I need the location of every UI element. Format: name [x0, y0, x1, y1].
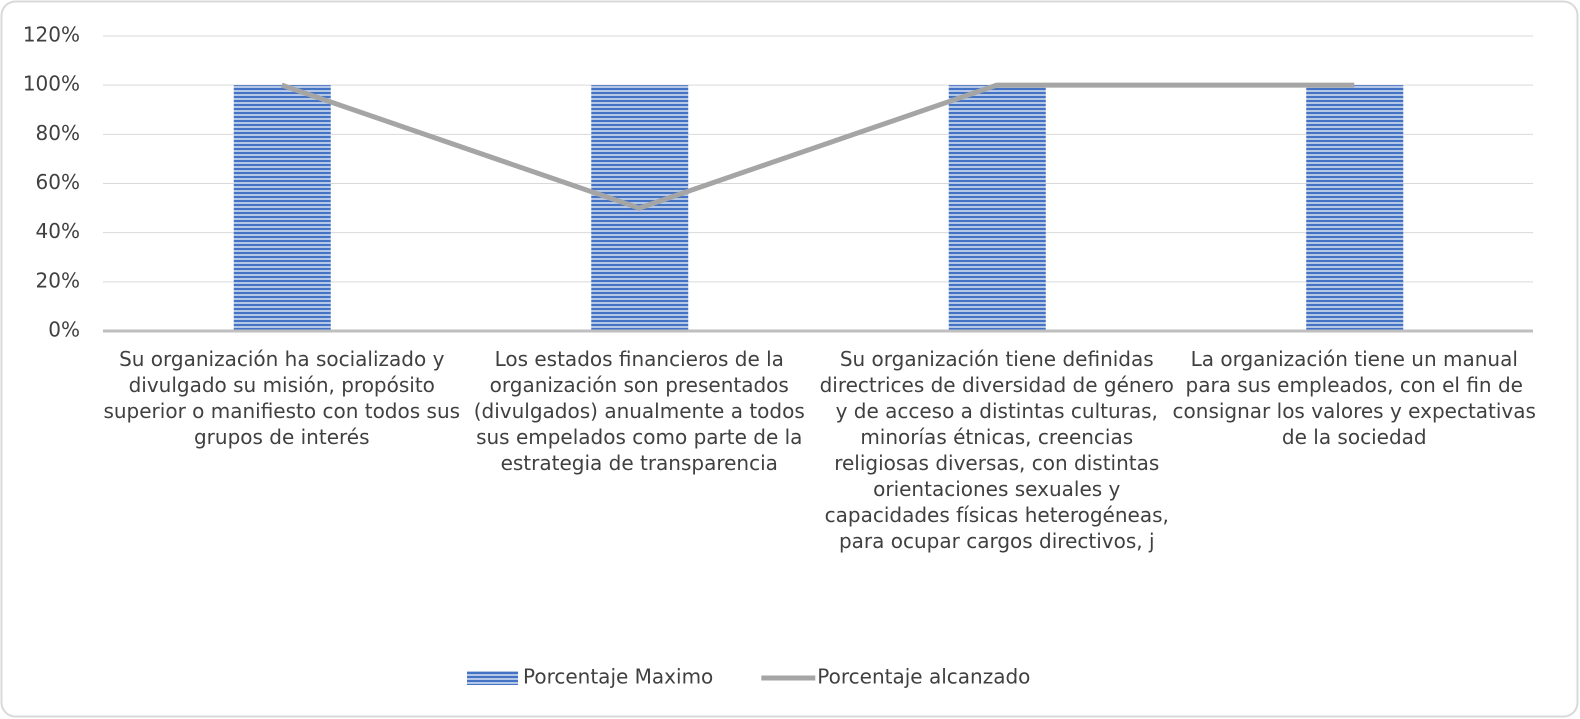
- y-tick-label: 120%: [23, 23, 80, 47]
- y-tick-label: 60%: [36, 170, 80, 194]
- y-tick-label: 100%: [23, 72, 80, 96]
- y-tick-label: 20%: [36, 268, 80, 292]
- x-tick-label: Su organización ha socializado y divulga…: [103, 347, 461, 449]
- bar: [1306, 85, 1404, 332]
- x-tick-label: Los estados financieros de la organizaci…: [473, 347, 805, 475]
- x-tick-label: Su organización tiene definidas directri…: [819, 347, 1174, 553]
- x-tick-label: La organización tiene un manual para sus…: [1172, 347, 1536, 449]
- legend-label: Porcentaje alcanzado: [817, 665, 1030, 689]
- line: [280, 82, 1355, 211]
- y-tick-label: 80%: [36, 121, 80, 145]
- legend-label: Porcentaje Maximo: [523, 665, 713, 689]
- y-tick-label: 40%: [36, 219, 80, 243]
- legend-swatch: [467, 671, 518, 685]
- bar: [233, 85, 331, 332]
- bar: [948, 85, 1046, 332]
- y-tick-label: 0%: [48, 318, 80, 342]
